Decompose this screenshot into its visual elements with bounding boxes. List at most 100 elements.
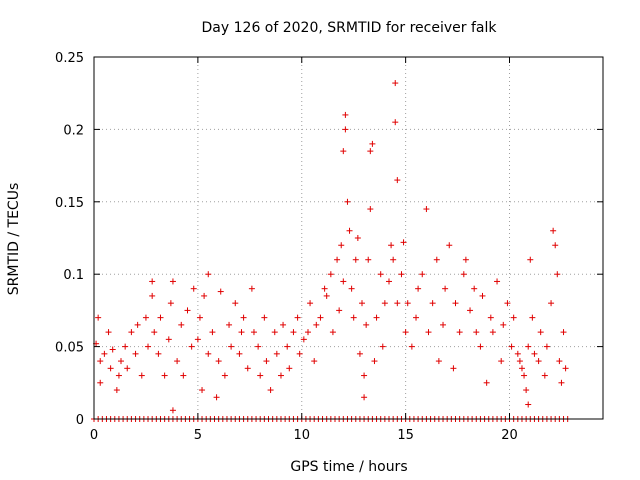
data-point bbox=[284, 343, 291, 350]
data-point bbox=[327, 271, 334, 278]
plot-frame bbox=[93, 56, 604, 420]
data-point bbox=[429, 300, 436, 307]
data-point bbox=[226, 321, 233, 328]
data-point bbox=[392, 119, 399, 126]
data-point bbox=[473, 329, 480, 336]
data-point bbox=[415, 285, 422, 292]
data-point bbox=[541, 372, 548, 379]
data-point bbox=[115, 372, 122, 379]
data-point bbox=[537, 329, 544, 336]
data-point bbox=[107, 365, 114, 372]
x-tick-label: 0 bbox=[90, 428, 98, 443]
data-point bbox=[392, 80, 399, 87]
data-point bbox=[205, 271, 212, 278]
data-point bbox=[350, 314, 357, 321]
y-tick-label: 0.15 bbox=[55, 196, 84, 211]
y-tick-label: 0 bbox=[76, 413, 84, 428]
data-point bbox=[462, 256, 469, 263]
data-point bbox=[199, 387, 206, 394]
data-point bbox=[342, 126, 349, 133]
data-point bbox=[145, 343, 152, 350]
data-point bbox=[516, 358, 523, 365]
data-point bbox=[483, 379, 490, 386]
data-point bbox=[161, 372, 168, 379]
data-point bbox=[552, 242, 559, 249]
data-point bbox=[413, 314, 420, 321]
data-point bbox=[510, 314, 517, 321]
data-point bbox=[498, 358, 505, 365]
data-point bbox=[238, 329, 245, 336]
data-point bbox=[404, 300, 411, 307]
data-point bbox=[267, 387, 274, 394]
data-point bbox=[336, 307, 343, 314]
data-point bbox=[433, 256, 440, 263]
data-point bbox=[525, 401, 532, 408]
x-tick-label: 15 bbox=[397, 428, 414, 443]
data-point bbox=[494, 278, 501, 285]
data-point bbox=[290, 329, 297, 336]
data-point bbox=[514, 350, 521, 357]
data-point bbox=[548, 300, 555, 307]
data-point bbox=[149, 292, 156, 299]
data-point bbox=[508, 343, 515, 350]
data-point bbox=[500, 321, 507, 328]
data-point bbox=[348, 285, 355, 292]
data-point bbox=[398, 271, 405, 278]
data-point bbox=[255, 343, 262, 350]
data-point bbox=[560, 329, 567, 336]
data-point bbox=[394, 300, 401, 307]
data-point bbox=[543, 343, 550, 350]
data-point bbox=[487, 314, 494, 321]
data-point bbox=[446, 242, 453, 249]
data-point bbox=[248, 285, 255, 292]
data-point bbox=[263, 358, 270, 365]
data-point bbox=[196, 314, 203, 321]
data-point bbox=[408, 343, 415, 350]
data-point bbox=[209, 329, 216, 336]
data-point bbox=[518, 365, 525, 372]
data-point bbox=[101, 350, 108, 357]
data-point bbox=[386, 278, 393, 285]
data-point bbox=[317, 314, 324, 321]
data-point bbox=[257, 372, 264, 379]
data-point bbox=[311, 358, 318, 365]
x-tick-label: 5 bbox=[194, 428, 202, 443]
data-point bbox=[215, 358, 222, 365]
chart-title: Day 126 of 2020, SRMTID for receiver fal… bbox=[202, 20, 498, 36]
data-point bbox=[535, 358, 542, 365]
x-axis-label: GPS time / hours bbox=[290, 459, 407, 475]
y-tick-label: 0.2 bbox=[63, 123, 84, 138]
axis-ticks bbox=[93, 56, 603, 420]
data-point bbox=[373, 314, 380, 321]
data-point bbox=[523, 387, 530, 394]
data-point bbox=[467, 307, 474, 314]
data-point bbox=[329, 329, 336, 336]
data-point bbox=[271, 329, 278, 336]
data-point bbox=[300, 336, 307, 343]
data-point bbox=[128, 329, 135, 336]
data-point bbox=[554, 271, 561, 278]
data-point bbox=[138, 372, 145, 379]
data-point bbox=[527, 256, 534, 263]
data-point bbox=[232, 300, 239, 307]
data-point bbox=[367, 206, 374, 213]
y-axis-label: SRMTID / TECUs bbox=[6, 183, 22, 296]
data-point bbox=[221, 372, 228, 379]
data-point bbox=[188, 343, 195, 350]
data-point bbox=[440, 321, 447, 328]
data-point bbox=[113, 387, 120, 394]
data-point bbox=[132, 350, 139, 357]
data-point bbox=[558, 379, 565, 386]
data-point bbox=[296, 350, 303, 357]
data-point bbox=[149, 278, 156, 285]
data-point bbox=[460, 271, 467, 278]
data-point bbox=[95, 314, 102, 321]
data-point bbox=[390, 256, 397, 263]
data-point bbox=[435, 358, 442, 365]
data-point bbox=[529, 314, 536, 321]
data-point bbox=[425, 329, 432, 336]
data-point bbox=[169, 407, 176, 414]
data-point bbox=[471, 285, 478, 292]
data-point bbox=[452, 300, 459, 307]
